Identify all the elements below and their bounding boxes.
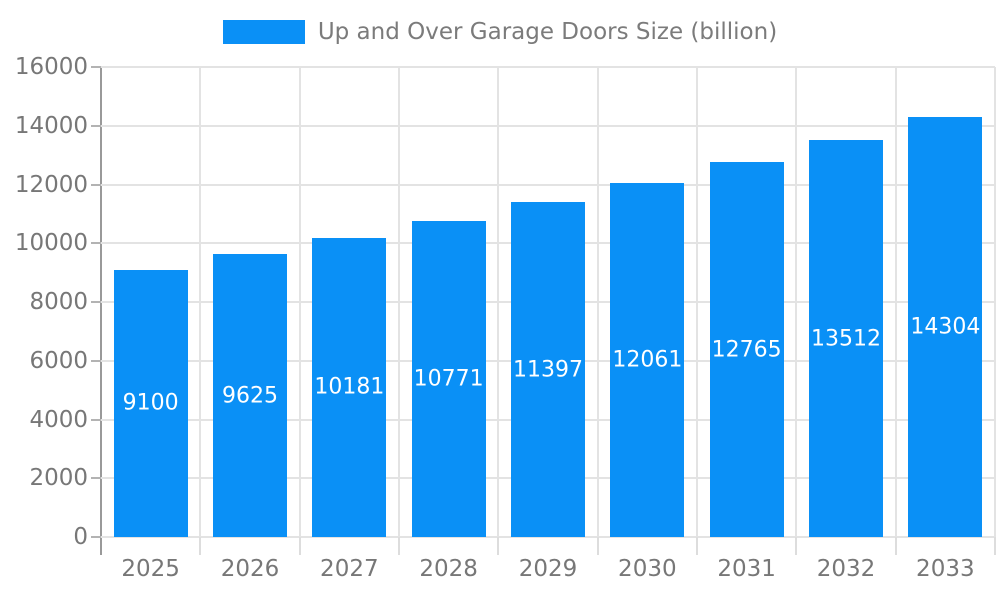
gridline-vertical [497,67,500,537]
x-tick-mark [696,537,698,555]
legend-swatch [222,20,305,44]
bar-value-label: 10771 [413,366,484,392]
x-tick-label: 2031 [717,556,776,582]
y-tick-label: 0 [73,524,88,550]
gridline-vertical [795,67,798,537]
gridline-vertical [298,67,301,537]
y-axis-line [100,67,102,555]
bar: 9625 [212,254,287,537]
gridline-vertical [695,67,698,537]
bar-value-label: 11397 [513,357,583,383]
y-tick-label: 2000 [29,465,88,492]
bar: 12061 [610,182,685,537]
bar: 14304 [908,116,983,537]
bar: 11397 [511,202,585,537]
x-tick-mark [596,537,599,555]
bar-value-label: 12061 [612,347,683,373]
gridline-horizontal [101,66,995,68]
bar: 12765 [709,162,784,537]
y-tick-label: 14000 [14,112,88,139]
x-tick-mark [894,537,897,555]
legend-label: Up and Over Garage Doors Size (billion) [317,19,778,45]
bar: 10771 [411,220,486,537]
gridline-vertical [397,67,400,537]
x-tick-label: 2028 [419,556,478,582]
x-tick-label: 2025 [121,556,180,582]
x-tick-mark [398,537,400,555]
bar-value-label: 10181 [314,374,385,400]
y-tick-mark [91,124,101,127]
plot-area: 9100 9625 10181 10771 11397 12061 12765 13512 14… [101,66,996,538]
y-tick-label: 16000 [14,54,88,80]
gridline-horizontal [101,183,995,186]
gridline-horizontal [101,124,995,127]
x-tick-label: 2027 [320,556,379,582]
x-tick-mark [298,537,301,555]
x-tick-mark [795,537,798,555]
y-tick-mark [91,418,101,421]
bar-value-label: 9625 [221,383,278,409]
y-tick-mark [91,359,101,362]
gridline-vertical [994,67,996,537]
y-tick-mark [91,536,101,538]
x-tick-label: 2033 [916,556,975,582]
x-tick-label: 2032 [816,556,876,582]
legend: Up and Over Garage Doors Size (billion) [0,18,1000,46]
x-tick-mark [994,537,996,555]
gridline-vertical [894,67,897,537]
gridline-vertical [596,67,599,537]
bar: 10181 [312,237,387,537]
bar-value-label: 9100 [122,390,179,416]
y-tick-mark [91,301,101,303]
gridline-horizontal [101,536,995,538]
y-tick-mark [91,183,101,186]
x-tick-label: 2030 [618,556,677,582]
y-tick-mark [91,477,101,480]
x-tick-label: 2029 [518,556,578,582]
gridline-vertical [199,67,202,537]
bar: 13512 [809,140,883,537]
y-tick-label: 8000 [29,289,88,315]
bar-value-label: 14304 [910,314,981,340]
bar-value-label: 13512 [811,326,881,352]
bar-value-label: 12765 [711,337,782,363]
y-tick-mark [91,242,101,245]
x-tick-mark [199,537,202,555]
y-tick-label: 12000 [14,171,88,198]
y-tick-label: 6000 [29,347,88,374]
y-tick-mark [91,66,101,68]
x-tick-mark [497,537,500,555]
x-tick-label: 2026 [220,556,280,582]
bar: 9100 [113,269,188,537]
y-tick-label: 4000 [29,406,88,433]
y-tick-label: 10000 [14,230,88,257]
